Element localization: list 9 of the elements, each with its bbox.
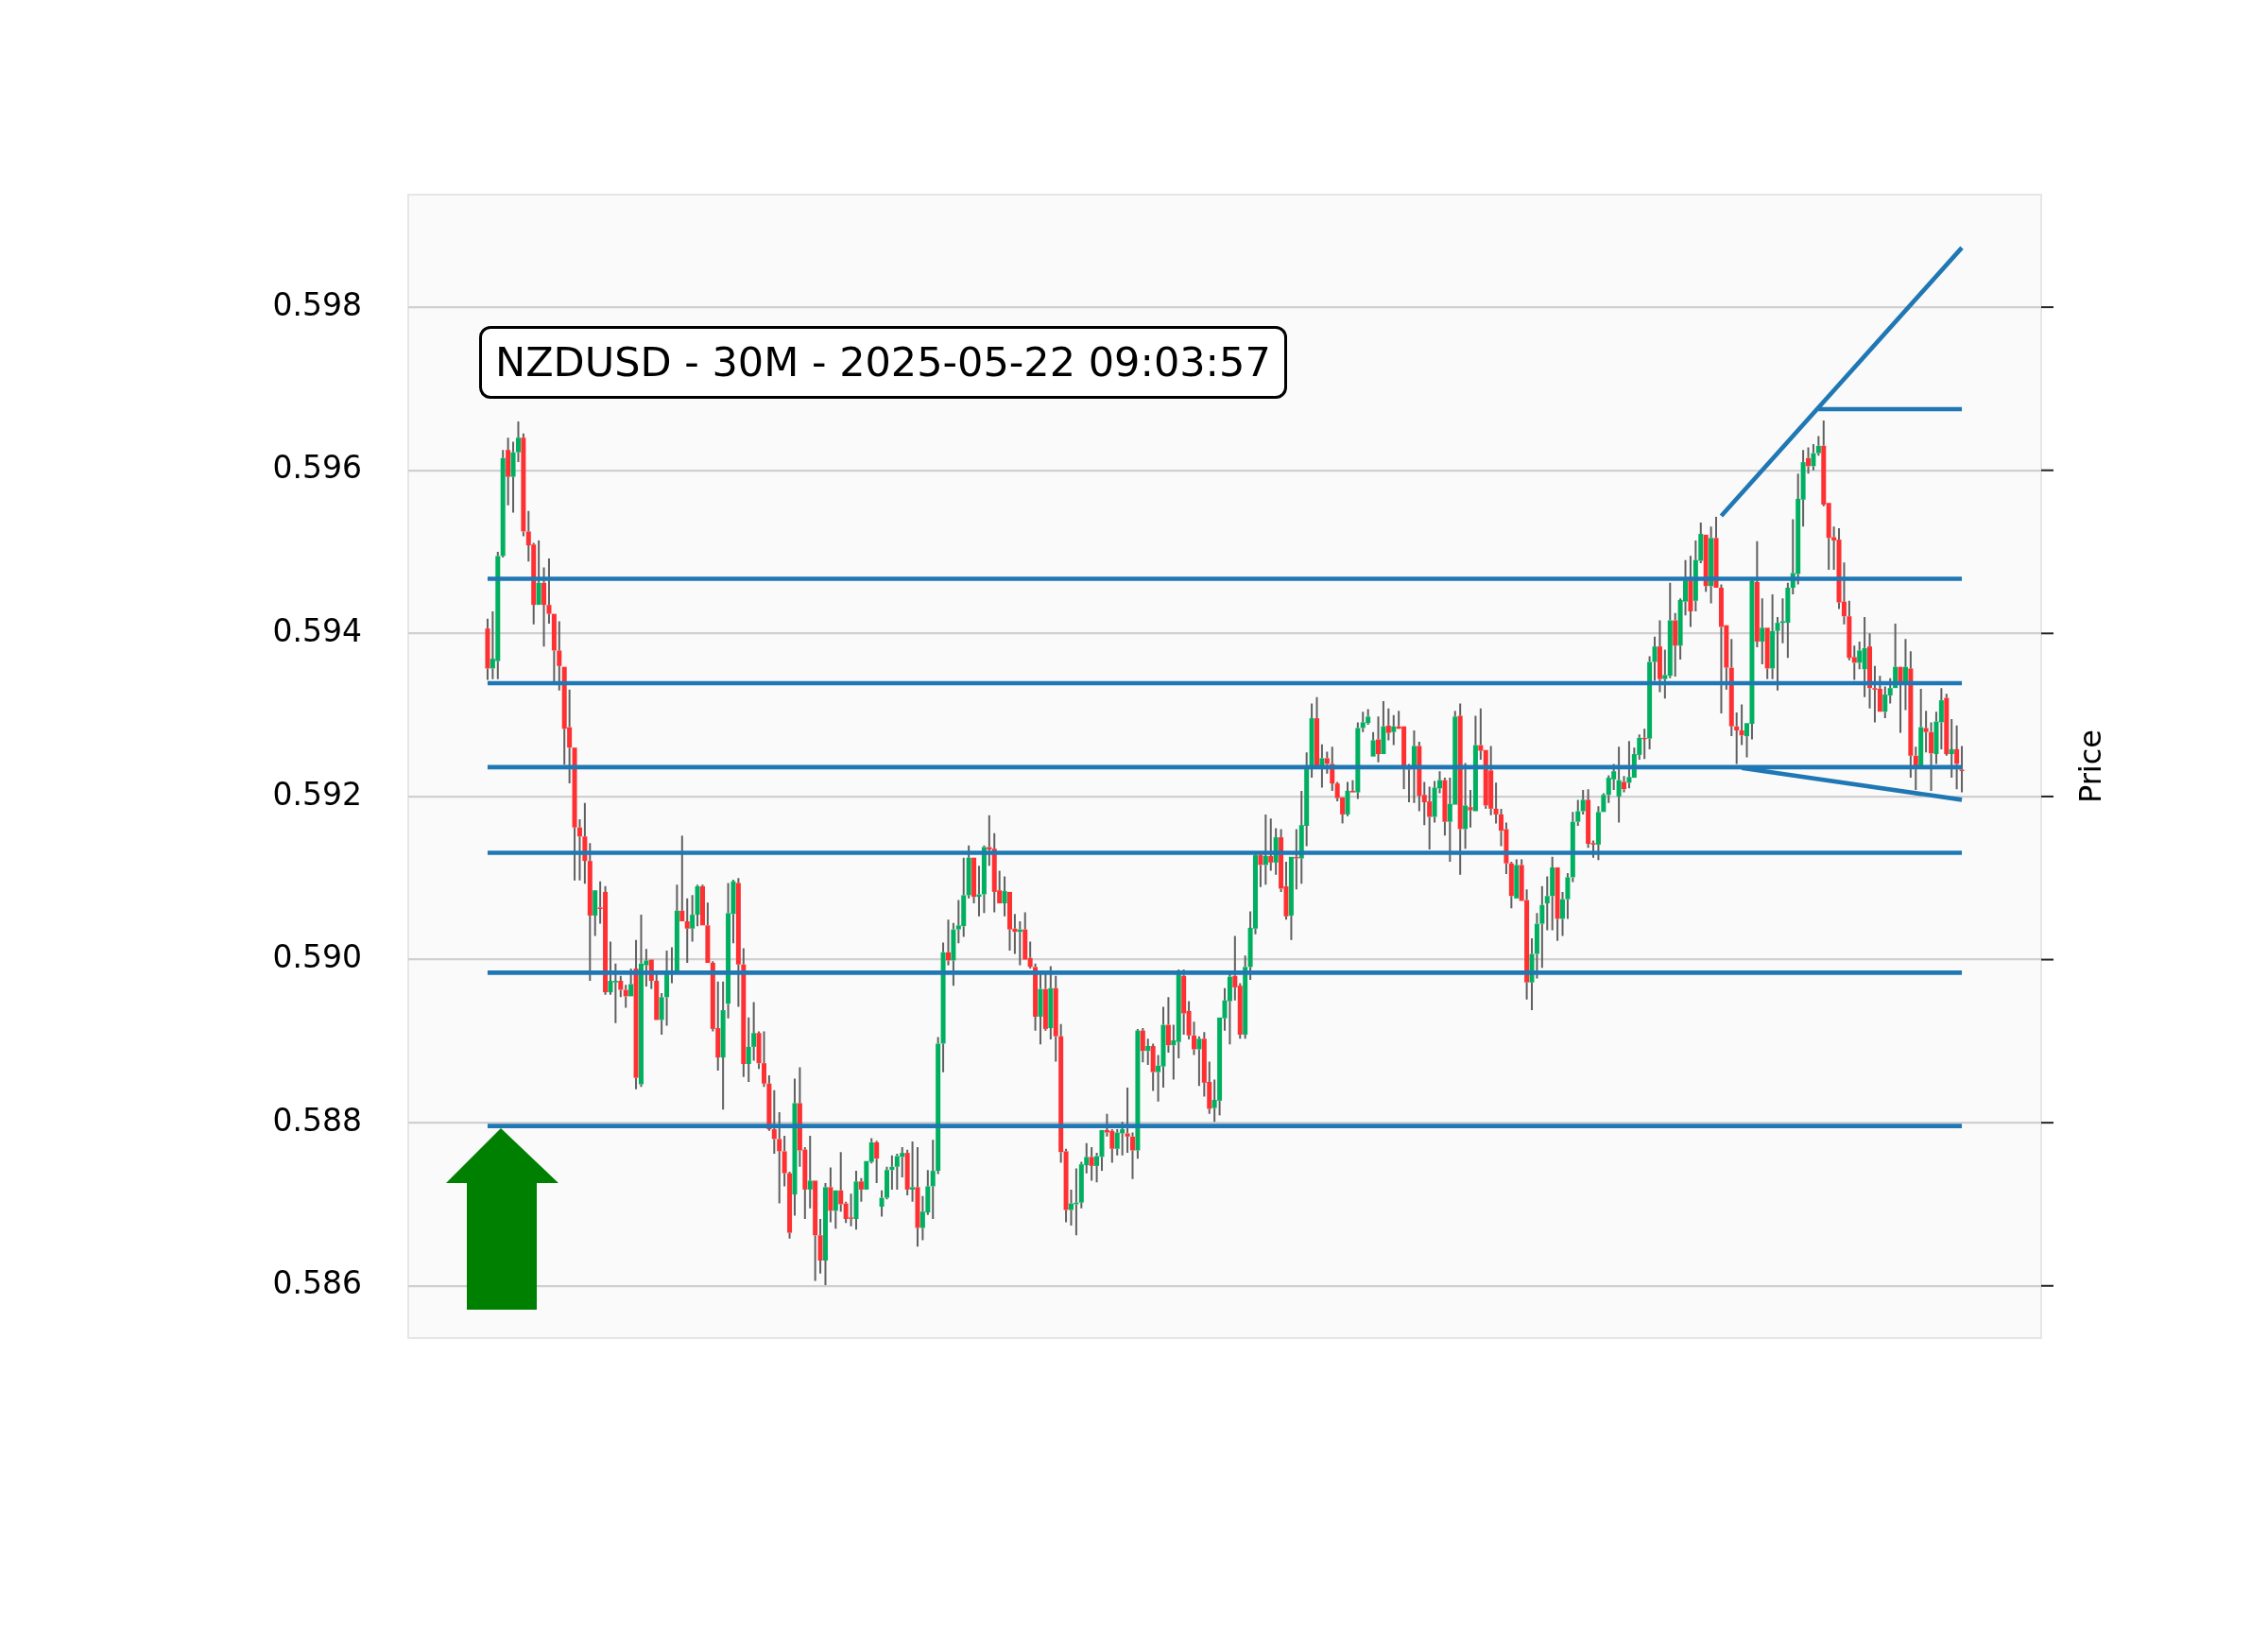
y-tick-label: 0.590 [272, 938, 362, 976]
y-tick-label: 0.586 [272, 1264, 362, 1302]
y-tick-label: 0.594 [272, 611, 362, 649]
text: NZDUSD - 30M - 2025-05-22 09:03:57 [479, 326, 1287, 399]
y-tick-label: 0.596 [272, 449, 362, 487]
y-axis-title: Price [2072, 729, 2109, 804]
y-tick-label: 0.598 [272, 285, 362, 323]
y-tick-label: 0.592 [272, 775, 362, 813]
y-tick-label: 0.588 [272, 1101, 362, 1139]
